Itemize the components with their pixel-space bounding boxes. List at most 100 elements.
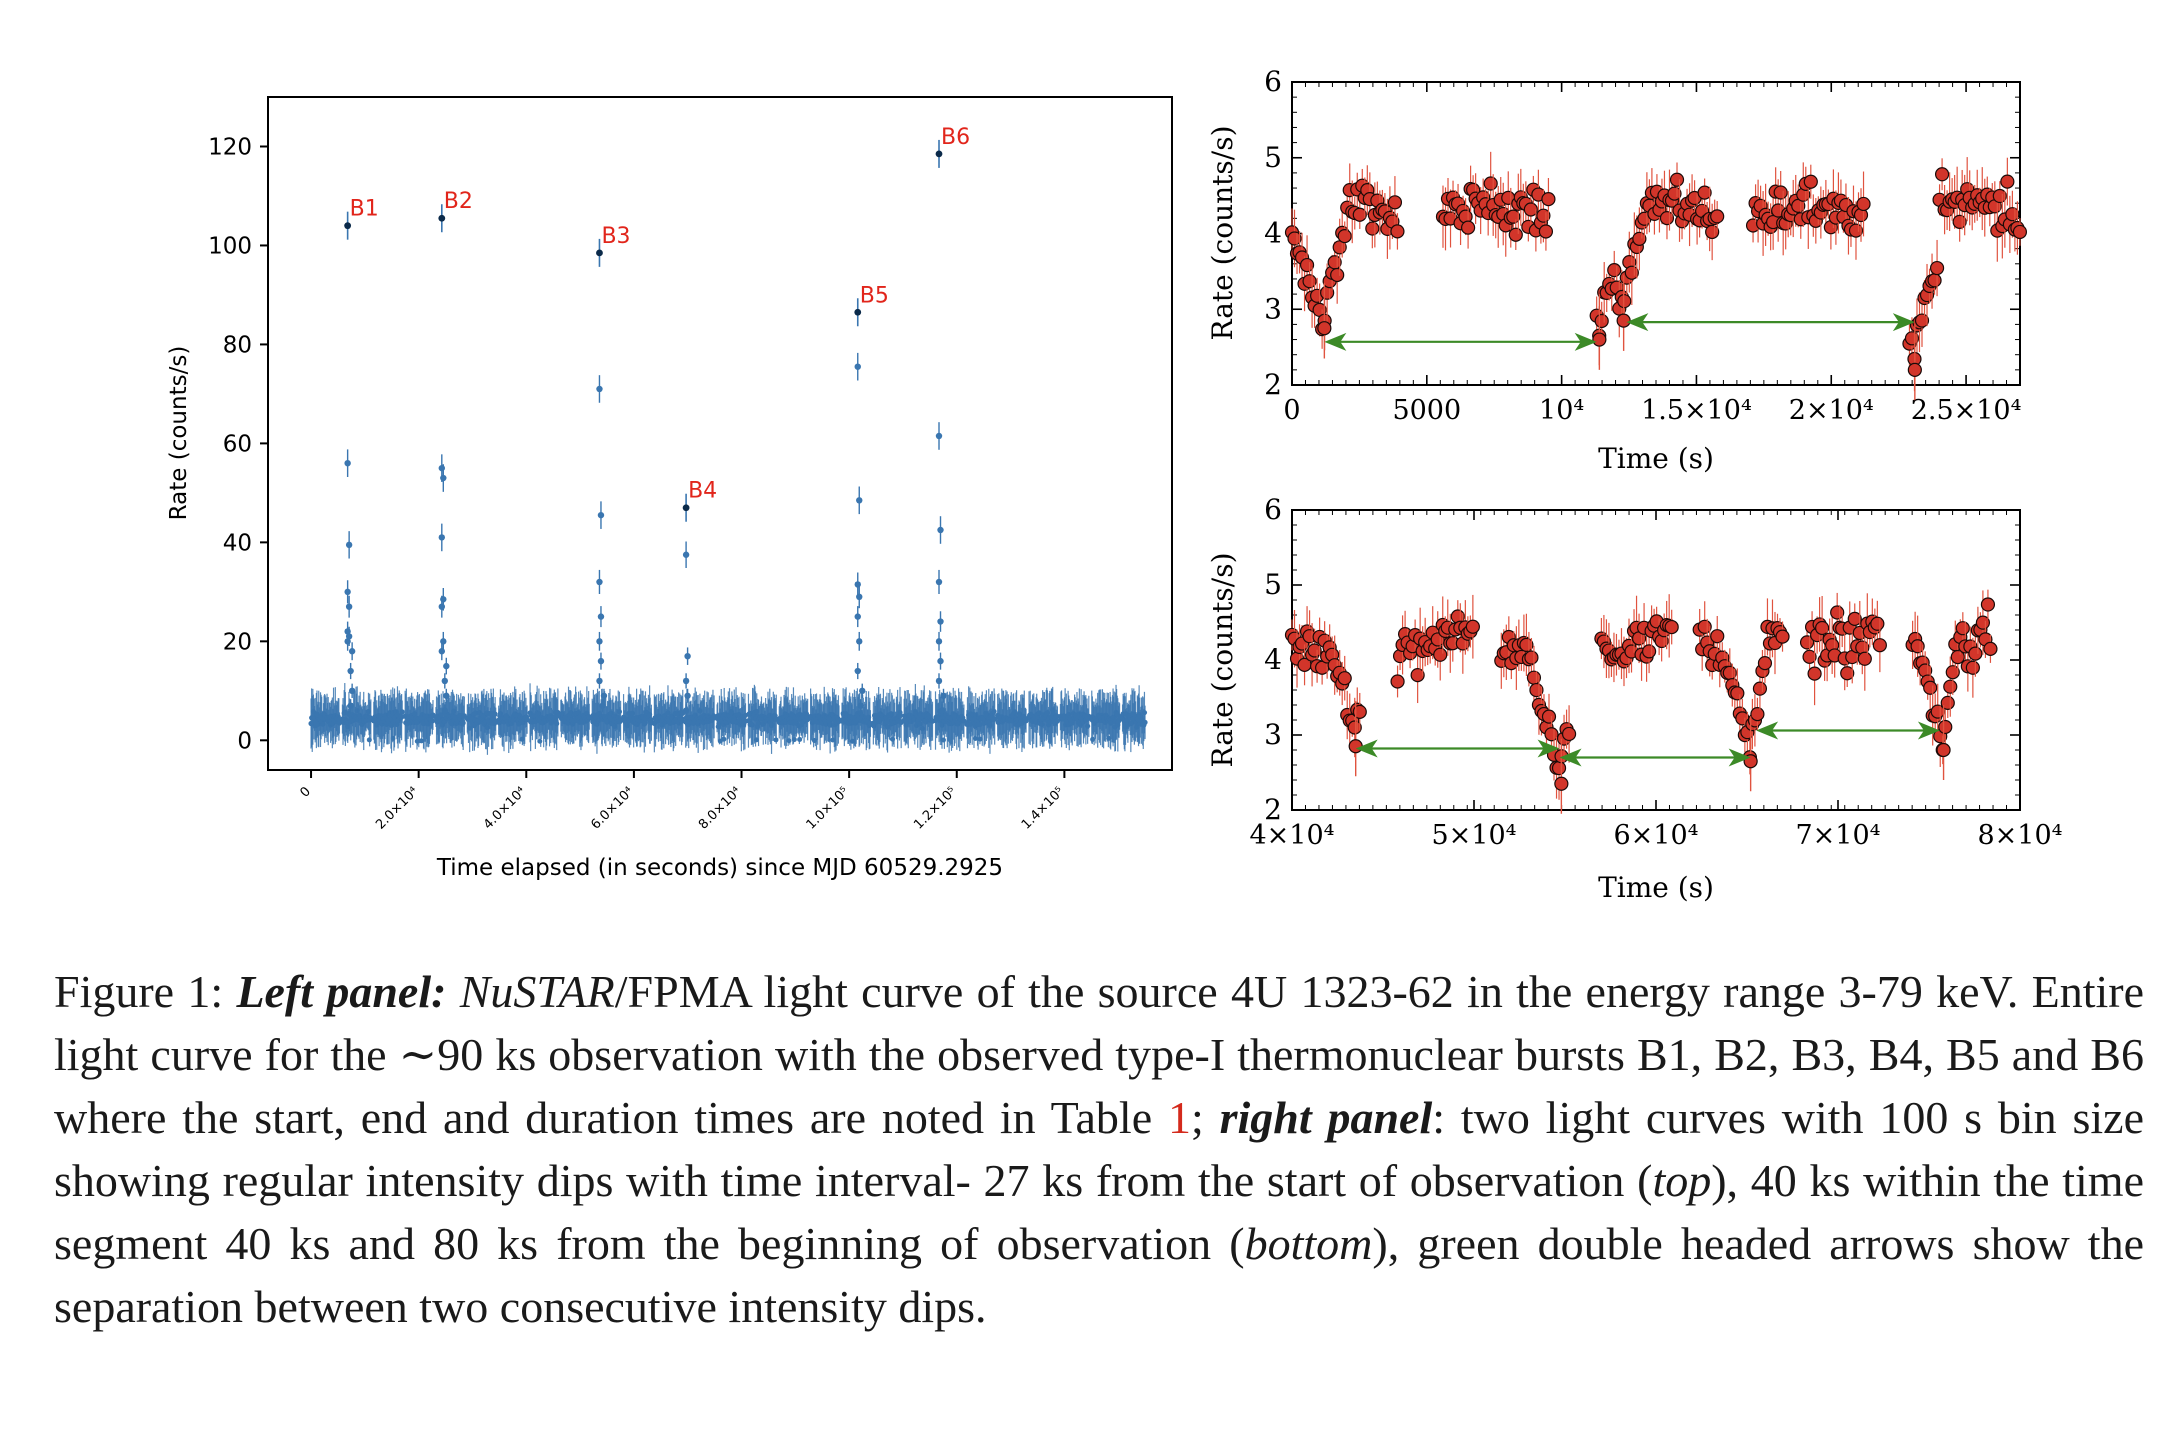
burst-decay-point [859,687,866,695]
burst-decay-point [438,534,446,541]
left-y-tick-label: 60 [223,431,252,457]
figure-caption: Figure 1: Left panel: NuSTAR/FPMA light … [54,960,2144,1338]
arrow-head-right [1728,748,1751,767]
left-data-point [537,738,543,744]
caption-text-3: ), 40 ks within the time segment 40 ks a… [54,1155,2144,1269]
left-data-point [418,738,424,744]
right-top-x-axis-label: Time (s) [1598,442,1714,475]
burst-decay-point [438,464,446,472]
x-tick-label: 4×10⁴ [1250,820,1335,851]
rate-point [1307,643,1322,658]
burst-decay-point [348,648,356,655]
x-tick-label: 6×10⁴ [1614,820,1699,851]
burst-decay-point [854,613,861,620]
rate-point [1541,192,1556,207]
left-y-tick-label: 40 [223,530,252,556]
burst-decay-point [345,541,353,549]
rate-point [1544,727,1559,742]
burst-decay-point [682,551,690,558]
rate-point [1697,185,1712,200]
burst-decay-point [441,707,449,714]
right-top-arrows [1324,313,1915,351]
y-tick-label: 2 [1264,368,1282,401]
rate-point [1923,680,1938,695]
burst-decay-point [854,581,861,588]
right-top-ticks: 2 3 4 5 6 0 5000 10⁴ 1.5×10⁴ 2×10⁴ 2.5×10⁴ [1264,65,2021,426]
right-top-y-axis-label: Rate (counts/s) [1206,125,1239,340]
burst-decay-point [856,638,863,645]
rate-point [1799,635,1815,650]
rate-point [1538,224,1554,239]
rate-point [1669,172,1685,187]
rate-point [1730,686,1745,701]
rate-point [1483,176,1498,191]
rate-point [1750,707,1765,722]
left-x-tick-label: 1.0×10⁵ [804,784,852,832]
rate-point [1773,185,1788,200]
rate-point [1757,656,1773,671]
rate-point [1465,619,1480,634]
rate-point [1775,629,1790,644]
arrow-head-left [1756,721,1779,740]
burst-decay-point [937,618,944,625]
rate-point [1697,619,1712,634]
rate-point [1840,666,1855,681]
rate-point [1667,186,1682,201]
burst-peak-point [344,222,352,230]
burst-decay-point [596,385,603,393]
rate-point [2012,224,2028,240]
rate-point [1519,637,1534,652]
arrow-head-left [1324,332,1347,351]
dip-point [1936,742,1951,758]
rate-point [2000,174,2015,189]
burst-peak-point [596,249,603,257]
rate-point [1536,208,1551,223]
caption-top-word: top [1652,1155,1712,1206]
rate-point [1460,220,1476,235]
burst-decay-point [347,667,354,675]
left-data-point [940,737,946,743]
burst-decay-point [856,593,863,601]
x-tick-label: 0 [1283,395,1300,426]
rate-point [1330,267,1345,283]
burst-decay-point [440,638,447,645]
rate-point [1965,660,1980,675]
rate-point [1352,207,1367,222]
arrow-head-left [1626,313,1649,332]
burst-decay-point [600,692,608,699]
rate-point [1857,651,1872,666]
burst-decay-point [596,578,603,586]
burst-decay-point [597,657,605,665]
x-tick-label: 7×10⁴ [1796,820,1881,851]
rate-point [1352,704,1367,719]
rate-point [1365,221,1380,236]
rate-point [1952,214,1967,229]
y-tick-label: 5 [1264,141,1282,174]
left-x-tick-label: 1.2×10⁵ [911,784,959,832]
burst-decay-point [937,526,944,534]
rate-point [1506,209,1521,224]
burst-decay-point [440,596,447,603]
rate-point [1856,196,1871,212]
burst-decay-point [597,511,605,519]
rate-point [1807,666,1822,681]
burst-decay-point [854,667,861,675]
burst-decay-point [443,692,450,699]
left-data-point [992,716,998,722]
left-x-tick-label: 4.0×10⁴ [481,784,529,832]
rate-point [1938,719,1953,735]
rate-point [1387,195,1403,210]
burst-decay-point [856,497,863,504]
burst-label: B2 [444,189,473,214]
rate-point [1943,679,1958,694]
caption-table-ref-link[interactable]: 1 [1167,1092,1191,1143]
rate-point [1508,227,1523,242]
rate-point [1632,231,1647,246]
rate-point [1983,641,1998,656]
burst-peak-point [438,214,446,222]
rate-point [1523,202,1538,217]
rate-point [1830,605,1845,620]
burst-label: B6 [941,125,970,150]
burst-decay-point [682,707,690,714]
